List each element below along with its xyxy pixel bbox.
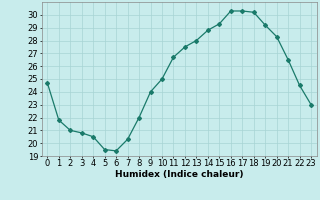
X-axis label: Humidex (Indice chaleur): Humidex (Indice chaleur) <box>115 170 244 179</box>
